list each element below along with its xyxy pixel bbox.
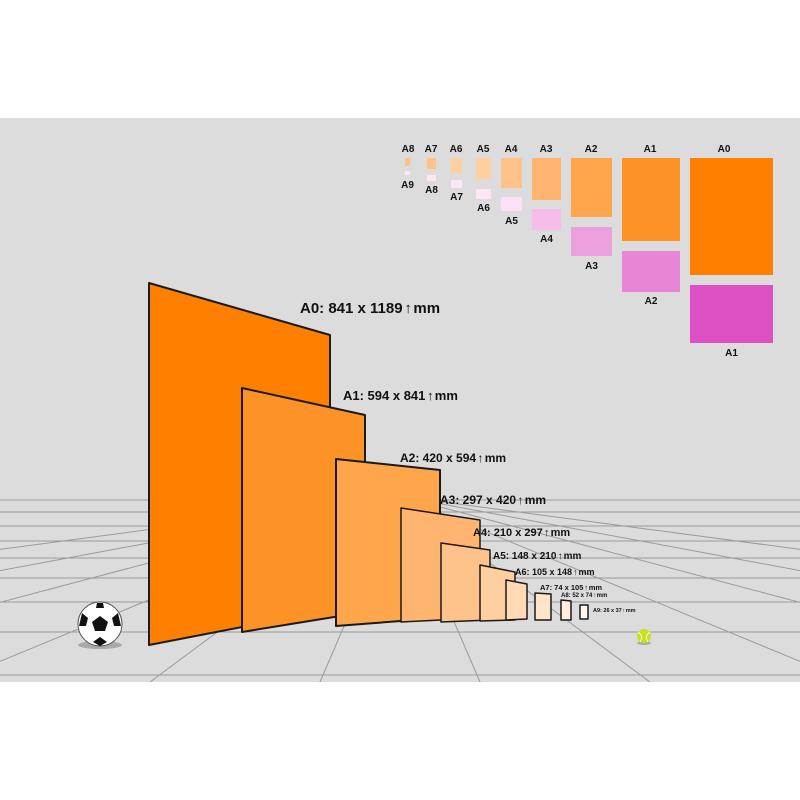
- compare-top-a1: [622, 158, 680, 241]
- sheet-label-a6: A6: 105 x 148↑mm: [515, 567, 595, 577]
- grid-line: [413, 499, 800, 603]
- compare-bottom-label: A7: [450, 192, 463, 203]
- compare-top-a4: [501, 158, 522, 188]
- compare-bottom-a2: [622, 251, 680, 292]
- compare-top-a8: [405, 158, 410, 166]
- size-comparison-chart: A0 A1 A2 A3 A4 A5 A6 A7 A8 A1 A2 A3 A4 A5 A6 A7 A8 A9: [401, 144, 773, 359]
- tennis-ball-icon: [637, 629, 651, 645]
- grid-line: [408, 499, 800, 662]
- dimension-text: A7: 74 x 105: [540, 583, 583, 592]
- unit-text: mm: [413, 300, 440, 317]
- unit-text: mm: [626, 608, 636, 614]
- compare-top-label: A1: [644, 144, 657, 155]
- up-arrow-icon: ↑: [573, 567, 578, 577]
- unit-text: mm: [589, 583, 603, 592]
- unit-text: mm: [551, 527, 571, 539]
- up-arrow-icon: ↑: [544, 527, 550, 539]
- up-arrow-icon: ↑: [558, 551, 563, 562]
- compare-bottom-a7: [451, 180, 462, 188]
- dimension-text: A1: 594 x 841: [343, 388, 425, 403]
- dimension-text: A2: 420 x 594: [400, 451, 476, 465]
- sheet-label-a5: A5: 148 x 210↑mm: [493, 551, 581, 562]
- sheet-a8: [560, 599, 572, 621]
- unit-text: mm: [435, 388, 458, 403]
- compare-top-label: A0: [718, 144, 731, 155]
- compare-bottom-a1: [690, 285, 773, 343]
- sheet-label-a2: A2: 420 x 594↑mm: [400, 451, 506, 465]
- compare-bottom-a5: [501, 197, 522, 211]
- up-arrow-icon: ↑: [404, 300, 412, 317]
- compare-bottom-label: A9: [401, 180, 414, 191]
- compare-top-label: A3: [540, 144, 553, 155]
- compare-top-label: A8: [402, 144, 415, 155]
- dimension-text: A5: 148 x 210: [493, 551, 557, 562]
- unit-text: mm: [579, 567, 595, 577]
- up-arrow-icon: ↑: [593, 593, 596, 599]
- compare-bottom-label: A5: [505, 216, 518, 227]
- compare-top-a6: [451, 158, 462, 173]
- compare-bottom-a4: [532, 209, 561, 230]
- sheet-label-a4: A4: 210 x 297↑mm: [473, 527, 570, 539]
- sheet-label-a1: A1: 594 x 841 ↑mm: [343, 388, 458, 403]
- compare-bottom-label: A4: [540, 234, 553, 245]
- compare-top-a2: [571, 158, 612, 217]
- sheet-a7: [534, 592, 552, 621]
- compare-top-label: A7: [425, 144, 438, 155]
- compare-bottom-a8: [427, 175, 436, 181]
- sheet-a9: [579, 604, 589, 620]
- unit-text: mm: [525, 493, 546, 507]
- soccer-ball-icon: [77, 601, 123, 649]
- dimension-text: A0: 841 x 1189: [300, 300, 403, 317]
- sheet-label-a8: A8: 52 x 74↑mm: [561, 593, 607, 599]
- dimension-text: A9: 26 x 37: [593, 608, 622, 614]
- unit-text: mm: [597, 593, 608, 599]
- unit-text: mm: [564, 551, 582, 562]
- compare-top-label: A4: [505, 144, 518, 155]
- grid-line: [427, 499, 800, 550]
- dimension-text: A4: 210 x 297: [473, 527, 543, 539]
- compare-bottom-label: A8: [425, 185, 438, 196]
- compare-bottom-a3: [571, 227, 612, 256]
- up-arrow-icon: ↑: [518, 493, 524, 507]
- compare-bottom-label: A3: [585, 261, 598, 272]
- paper-sheets: [148, 282, 589, 646]
- compare-top-a7: [427, 158, 436, 169]
- up-arrow-icon: ↑: [427, 388, 434, 403]
- sheet-label-a0: A0: 841 x 1189 ↑ mm: [300, 300, 440, 317]
- sheet-label-a7: A7: 74 x 105↑mm: [540, 583, 602, 592]
- sheet-a6: [505, 579, 528, 621]
- unit-text: mm: [485, 451, 506, 465]
- sheet-label-a9: A9: 26 x 37↑mm: [593, 608, 636, 614]
- dimension-text: A6: 105 x 148: [515, 567, 572, 577]
- grid-line: [419, 499, 800, 572]
- compare-top-label: A6: [450, 144, 463, 155]
- dimension-text: A8: 52 x 74: [561, 593, 593, 599]
- compare-bottom-label: A6: [477, 203, 490, 214]
- up-arrow-icon: ↑: [478, 451, 484, 465]
- grid-line: [0, 499, 373, 550]
- compare-bottom-label: A1: [725, 348, 738, 359]
- compare-top-a0: [690, 158, 773, 275]
- sheet-label-a3: A3: 297 x 420↑mm: [440, 493, 546, 507]
- compare-bottom-a6: [476, 189, 491, 199]
- compare-bottom-label: A2: [645, 296, 658, 307]
- compare-bottom-a9: [405, 171, 410, 175]
- dimension-text: A3: 297 x 420: [440, 493, 516, 507]
- compare-top-label: A5: [477, 144, 490, 155]
- compare-top-label: A2: [585, 144, 598, 155]
- up-arrow-icon: ↑: [584, 583, 588, 592]
- compare-top-a5: [476, 158, 491, 179]
- up-arrow-icon: ↑: [622, 608, 625, 614]
- compare-top-a3: [532, 158, 561, 200]
